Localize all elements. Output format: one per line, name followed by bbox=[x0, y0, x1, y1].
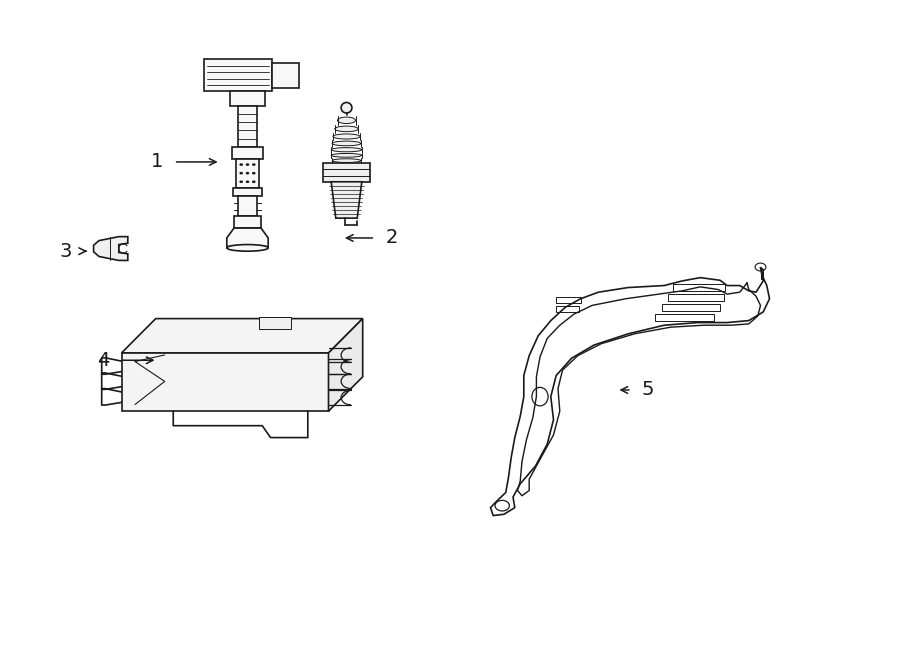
Bar bbox=[662, 304, 720, 311]
Circle shape bbox=[239, 163, 243, 166]
Bar bbox=[204, 59, 272, 91]
Bar bbox=[673, 284, 725, 291]
Bar bbox=[238, 196, 257, 216]
Polygon shape bbox=[331, 182, 362, 218]
Bar bbox=[323, 163, 370, 182]
Bar bbox=[272, 63, 299, 88]
Ellipse shape bbox=[338, 117, 356, 124]
Circle shape bbox=[246, 163, 249, 166]
Text: 5: 5 bbox=[642, 381, 654, 399]
Ellipse shape bbox=[331, 153, 362, 157]
Bar bbox=[655, 314, 714, 321]
Circle shape bbox=[252, 163, 256, 166]
Polygon shape bbox=[227, 228, 268, 247]
Bar bbox=[236, 159, 259, 188]
Bar bbox=[233, 188, 262, 196]
Text: 3: 3 bbox=[59, 242, 72, 260]
Circle shape bbox=[246, 180, 249, 183]
Circle shape bbox=[252, 180, 256, 183]
Bar bbox=[259, 317, 291, 329]
Bar bbox=[668, 294, 724, 301]
Bar bbox=[556, 297, 581, 303]
Circle shape bbox=[252, 172, 256, 175]
Ellipse shape bbox=[333, 134, 360, 139]
Circle shape bbox=[239, 180, 243, 183]
Polygon shape bbox=[328, 319, 363, 411]
Polygon shape bbox=[94, 237, 128, 260]
Bar bbox=[556, 306, 579, 312]
Circle shape bbox=[239, 172, 243, 175]
Text: 4: 4 bbox=[97, 351, 110, 369]
Bar bbox=[230, 91, 265, 106]
Bar bbox=[234, 216, 261, 228]
Text: 2: 2 bbox=[385, 229, 398, 247]
Ellipse shape bbox=[227, 245, 268, 251]
Ellipse shape bbox=[332, 141, 361, 145]
Polygon shape bbox=[122, 319, 363, 353]
Ellipse shape bbox=[331, 147, 362, 152]
Ellipse shape bbox=[335, 126, 358, 132]
Bar bbox=[232, 147, 263, 159]
Bar bbox=[122, 353, 328, 411]
Bar bbox=[238, 106, 257, 147]
Ellipse shape bbox=[332, 159, 361, 163]
Text: 1: 1 bbox=[151, 153, 164, 171]
Circle shape bbox=[246, 172, 249, 175]
Ellipse shape bbox=[341, 102, 352, 113]
